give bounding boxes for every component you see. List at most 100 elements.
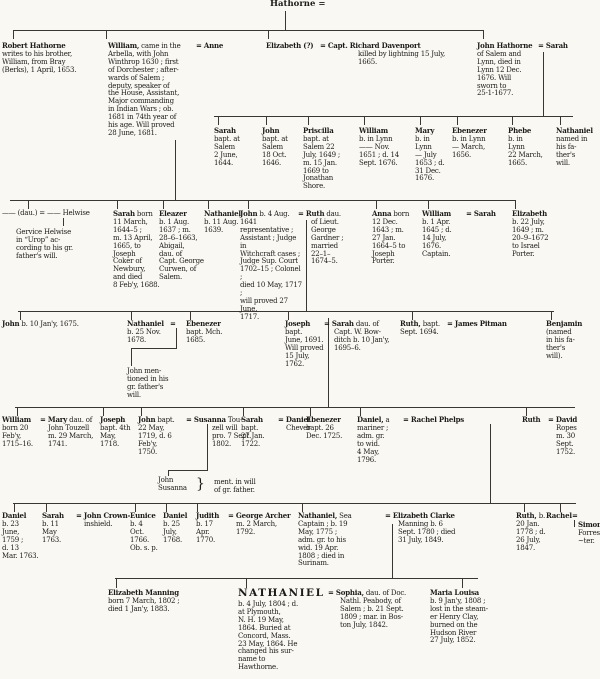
person-name: = Sarah [324, 319, 354, 328]
person-benjamin: Benjamin (named in his fa- ther's will). [546, 320, 590, 361]
person-details: b. 11 May 1763. [42, 519, 62, 544]
person-name: = Capt. Richard Davenport [320, 41, 421, 50]
tick [243, 407, 244, 416]
person-name: Mary [415, 126, 435, 135]
person-john-hathorne: John Hathorne of Salem and Lynn, died in… [477, 42, 535, 98]
tick [20, 311, 21, 320]
jog-line-johnsus [168, 470, 208, 471]
person-eunice: Eunice b. 4 Oct. 1766. Ob. s. p. [130, 512, 164, 553]
person-details: bapt. at Salem 2 June, 1644. [214, 134, 240, 167]
person-name: Ruth [522, 415, 541, 424]
tick [310, 407, 311, 416]
person-details: a mariner ; adm. gr. to wid. 4 May, 1796… [357, 416, 390, 464]
person-details: named in his fa- ther's will. [556, 134, 588, 167]
person-name: Ebenezer [452, 126, 487, 135]
person-details: bapt. Mch. 1685. [186, 327, 223, 344]
person-name: Ruth, [400, 319, 421, 328]
person-details: m. 2 March, 1792. [236, 519, 277, 536]
tick [135, 503, 136, 512]
tick [288, 311, 289, 320]
person-name: Rachel [546, 511, 572, 520]
person-details: b. in Lynn — March, 1656. [452, 134, 486, 159]
person-sarah-1763: Sarah b. 11 May 1763. [42, 512, 72, 545]
person-joseph-1718: Joseph bapt. 4th May, 1718. [100, 416, 140, 449]
person-name: Nathaniel [556, 126, 593, 135]
person-details: b. in Lynn 22 March, 1665. [508, 134, 543, 167]
tick [551, 311, 552, 320]
person-john-1646: John bapt. at Salem 18 Oct. 1646. [262, 127, 302, 168]
person-details: —— (dau.) = —— Helwise [2, 209, 90, 217]
note-text: John Susanna [158, 476, 187, 492]
person-ebenezer-1685: Ebenezer bapt. Mch. 1685. [186, 320, 232, 345]
person-name: Anna [372, 209, 392, 218]
person-william-1715: William born 20 Feb'y, 1715–16. [2, 416, 42, 449]
person-sarah-wife-3: = Sarah [466, 210, 506, 219]
person-details: b. 23 June, 1759 ; d. 13 Mar. 1763. [2, 519, 39, 560]
person-name: = Anne [196, 41, 224, 50]
tick [360, 407, 361, 416]
person-details: Tou- zell will pro. 7 Sept. 1802. [212, 416, 252, 448]
tick [28, 200, 29, 209]
note-john-mentioned: John men- tioned in his gr. father's wil… [127, 367, 179, 400]
brace-glyph: } [196, 477, 205, 491]
tick [420, 116, 421, 125]
person-details: Sea Captain ; b. 19 May, 1775 ; adm. gr.… [298, 512, 352, 568]
person-rachel-phelps: = Rachel Phelps [403, 416, 475, 425]
tick [412, 311, 413, 320]
person-daniel-1768: Daniel b. 25 July, 1768. [163, 512, 195, 545]
person-rachel-6: Rachel [546, 512, 572, 521]
tick [515, 200, 516, 209]
tick [190, 311, 191, 320]
person-susanna-touzell: = Susanna Tou- zell will pro. 7 Sept. 18… [186, 416, 266, 449]
descent-line-john-ruth [306, 220, 307, 311]
person-name: John [138, 415, 156, 424]
person-name: Daniel, [357, 415, 384, 424]
person-name: Eunice [130, 511, 156, 520]
person-name: = Simon [572, 511, 600, 529]
descent-line-joseph-sarah [328, 318, 329, 407]
person-details: of Salem and Lynn, died in Lynn 12 Dec. … [477, 49, 522, 98]
person-name: William [422, 209, 451, 218]
tick [560, 116, 561, 125]
person-william-captain: William b. 1 Apr. 1645 ; d. 14 July, 167… [422, 210, 466, 258]
person-john-judge: John b. 4 Aug. 1641 representative ; Ass… [240, 210, 304, 322]
tick [166, 503, 167, 512]
person-details: b. 11 Aug. 1639. [204, 217, 239, 234]
drop-line-johnsus-note [168, 470, 169, 476]
person-mary-1653: Mary b. in Lynn — July 1653 ; d. 31 Dec.… [415, 127, 451, 183]
person-name: Elizabeth [512, 209, 548, 218]
person-name: = Rachel Phelps [403, 415, 465, 424]
person-daniel-mariner: Daniel, a mariner ; adm. gr. to wid. 4 M… [357, 416, 401, 464]
descent-line-hathorne [285, 11, 286, 30]
tick [483, 30, 484, 39]
tick [13, 30, 14, 39]
sibling-line-gen1 [13, 30, 484, 31]
person-name: = Daniel [278, 415, 311, 424]
person-details: Forres- ~ter. [578, 528, 600, 545]
person-ruth-5: Ruth [522, 416, 548, 425]
person-simon-forrester: = Simon Forres- ~ter. [572, 512, 600, 546]
person-details: bapt. June, 1691. Will proved 15 July, 1… [285, 327, 324, 368]
person-details: bapt. Sept. 1694. [400, 320, 440, 336]
person-john-1675: John b. 10 Jan'y, 1675. [2, 320, 106, 329]
note-ment-in-will: ment. in will of gr. father. [214, 478, 274, 495]
tick [131, 311, 132, 320]
person-name: Sarah [113, 209, 135, 218]
person-name: = Mary [40, 415, 68, 424]
person-details: b. 1 Aug. 1637 ; m. 28–6–1663, Abigail, … [159, 217, 204, 282]
person-details: b. 1 Apr. 1645 ; d. 14 July, 1676. Capta… [422, 217, 452, 258]
person-anna: Anna born 12 Dec. 1643 ; m. 27 Jan. 1664… [372, 210, 418, 266]
person-name: William [359, 126, 388, 135]
sibling-line-gen4 [18, 311, 554, 312]
note-john-susanna: John Susanna [158, 476, 198, 493]
sibling-line-gen2 [214, 116, 573, 117]
person-name: = George Archer [228, 511, 291, 520]
person-name: = Sarah [538, 41, 568, 50]
sibling-line-gen6 [13, 503, 576, 504]
person-maria-louisa: Maria Louisa b. 9 Jan'y, 1808 ; lost in … [430, 589, 512, 645]
person-sarah-wife-1: = Sarah [538, 42, 578, 51]
person-details: Manning b. 6 Sept. 1780 ; died 31 July, … [398, 519, 456, 544]
tick [364, 116, 365, 125]
person-nathaniel-1678: Nathaniel b. 25 Nov. 1678. [127, 320, 173, 345]
person-daniel-chever: = Daniel Chever [278, 416, 326, 433]
